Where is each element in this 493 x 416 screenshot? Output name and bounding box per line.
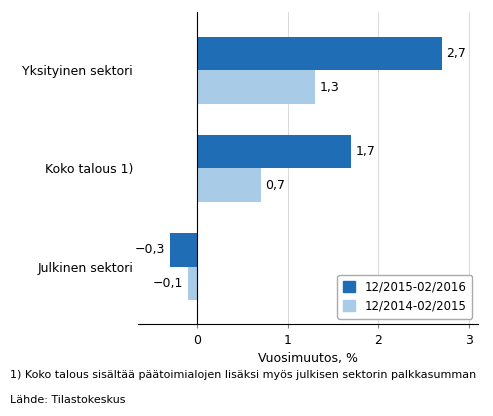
Text: Lähde: Tilastokeskus: Lähde: Tilastokeskus <box>10 395 125 405</box>
Text: 1) Koko talous sisältää päätoimialojen lisäksi myös julkisen sektorin palkkasumm: 1) Koko talous sisältää päätoimialojen l… <box>10 370 476 380</box>
Text: 1,7: 1,7 <box>356 145 376 158</box>
Bar <box>197 70 315 104</box>
Text: −0,1: −0,1 <box>153 277 183 290</box>
Text: 2,7: 2,7 <box>447 47 466 60</box>
Bar <box>170 233 197 267</box>
X-axis label: Vuosimuutos, %: Vuosimuutos, % <box>258 352 358 365</box>
Legend: 12/2015-02/2016, 12/2014-02/2015: 12/2015-02/2016, 12/2014-02/2015 <box>337 275 472 319</box>
Bar <box>197 37 442 70</box>
Text: 1,3: 1,3 <box>319 81 339 94</box>
Bar <box>188 267 197 300</box>
Bar <box>197 168 260 202</box>
Text: −0,3: −0,3 <box>135 243 165 256</box>
Text: 0,7: 0,7 <box>265 179 285 192</box>
Bar <box>197 135 351 168</box>
